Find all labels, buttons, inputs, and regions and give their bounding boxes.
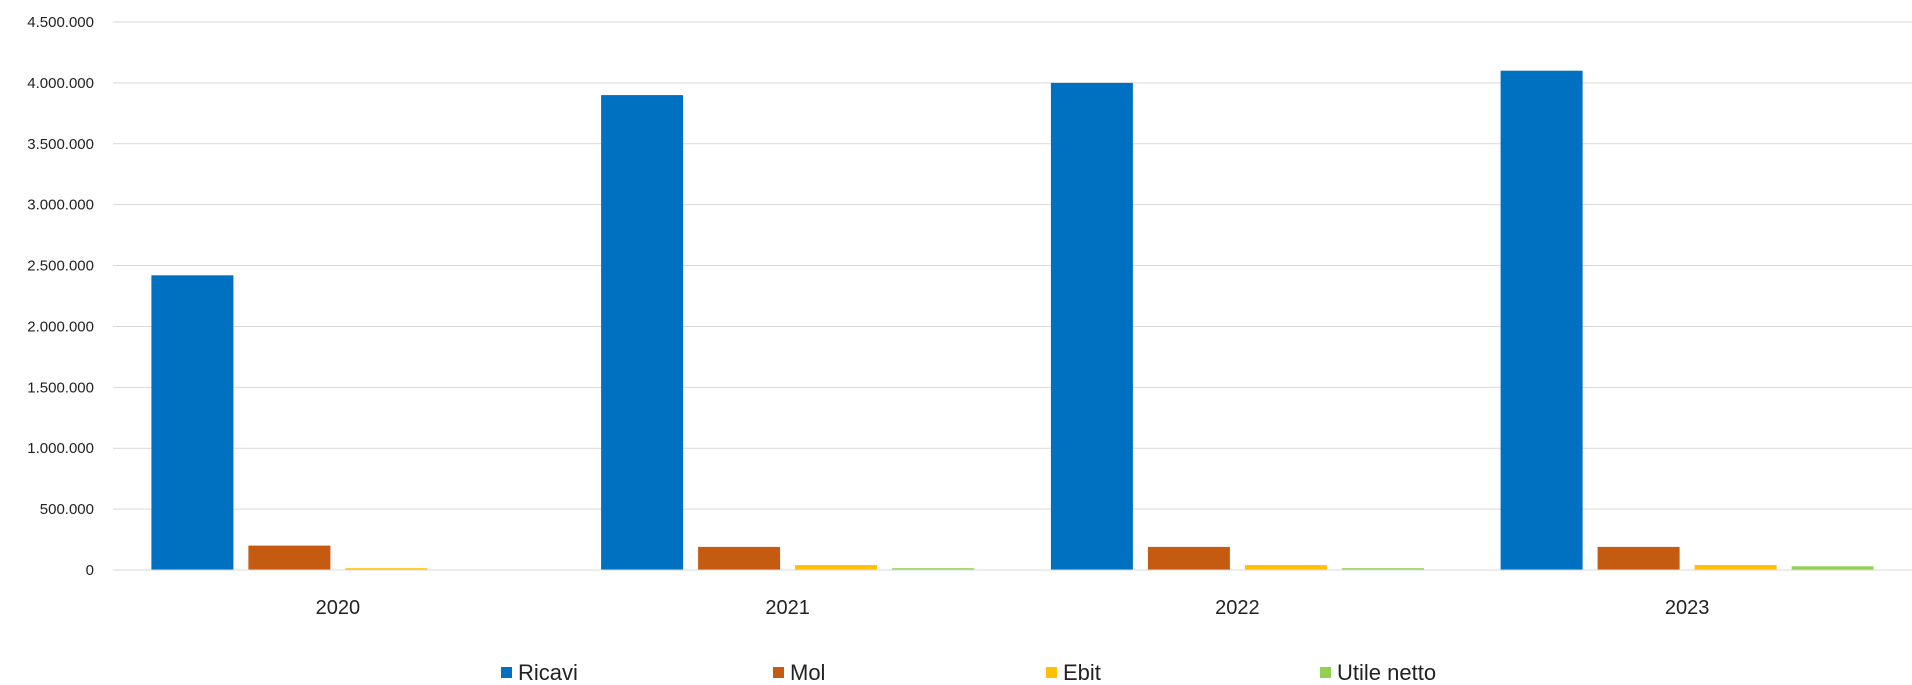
- legend-label: Utile netto: [1337, 660, 1436, 685]
- legend-label: Mol: [790, 660, 825, 685]
- bars: [151, 70, 1874, 571]
- gridlines: [113, 21, 1912, 510]
- legend: Ricavi Mol Ebit Utile netto: [501, 660, 1436, 685]
- y-tick-label: 0: [86, 562, 94, 579]
- y-tick-label: 3.000.000: [27, 197, 94, 214]
- bar-utile-netto-2021: [892, 568, 975, 570]
- legend-swatch-utile-netto: [1320, 667, 1331, 678]
- bar-ricavi-2023: [1500, 70, 1583, 570]
- y-tick-label: 1.500.000: [27, 379, 94, 396]
- y-tick-label: 2.000.000: [27, 318, 94, 335]
- legend-label: Ebit: [1063, 660, 1101, 685]
- bar-ebit-2020: [345, 568, 428, 570]
- bar-utile-netto-2023: [1791, 566, 1874, 570]
- x-tick-label: 2021: [765, 597, 810, 619]
- bar-ebit-2023: [1694, 565, 1777, 570]
- y-tick-label: 2.500.000: [27, 258, 94, 275]
- x-tick-label: 2022: [1215, 597, 1260, 619]
- legend-swatch-ebit: [1046, 667, 1057, 678]
- bar-ricavi-2021: [601, 95, 684, 570]
- x-tick-label: 2020: [316, 597, 361, 619]
- x-axis-tick-labels: 2020 2021 2022 2023: [316, 597, 1710, 619]
- bar-ebit-2022: [1244, 565, 1327, 570]
- bar-utile-netto-2022: [1341, 568, 1424, 570]
- bar-mol-2023: [1597, 546, 1680, 570]
- y-tick-label: 500.000: [40, 501, 94, 518]
- bar-ricavi-2022: [1050, 82, 1133, 571]
- legend-label: Ricavi: [518, 660, 578, 685]
- y-tick-label: 4.000.000: [27, 75, 94, 92]
- bar-ebit-2021: [795, 565, 878, 570]
- y-tick-label: 1.000.000: [27, 440, 94, 457]
- bar-ricavi-2020: [151, 275, 234, 570]
- legend-swatch-ricavi: [501, 667, 512, 678]
- y-axis-tick-labels: 0 500.000 1.000.000 1.500.000 2.000.000 2.500…: [27, 14, 94, 579]
- x-tick-label: 2023: [1665, 597, 1710, 619]
- legend-swatch-mol: [773, 667, 784, 678]
- bar-mol-2022: [1147, 546, 1230, 570]
- y-tick-label: 3.500.000: [27, 136, 94, 153]
- bar-mol-2021: [698, 546, 781, 570]
- y-tick-label: 4.500.000: [27, 14, 94, 31]
- bar-mol-2020: [248, 545, 331, 570]
